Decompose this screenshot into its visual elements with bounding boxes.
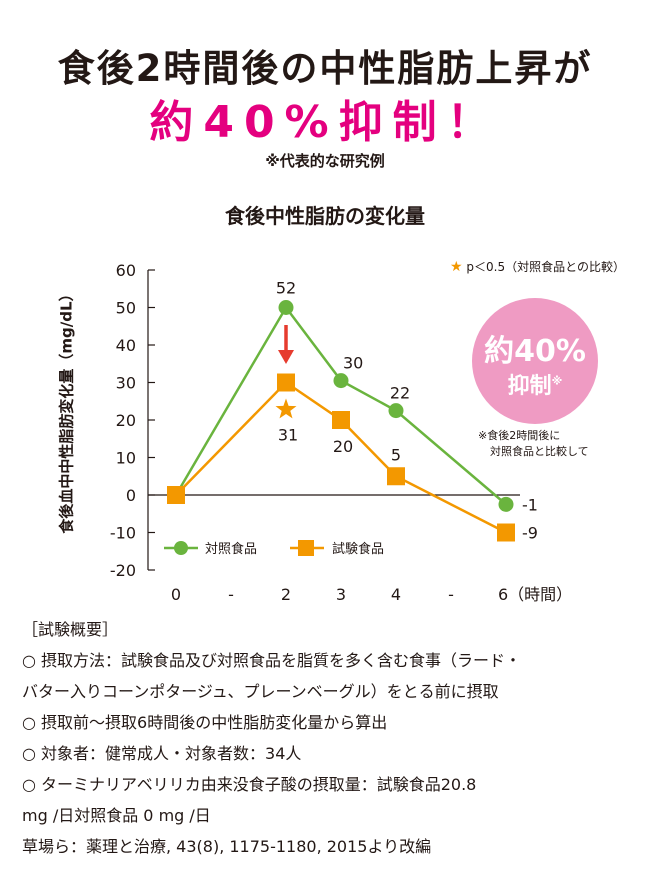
significance-note: ★ p＜0.5（対照食品との比較）	[450, 258, 625, 275]
series-line-1	[175, 380, 507, 534]
x-tick-label: 0	[171, 585, 181, 604]
study-summary-line: ○ ターミナリアベリリカ由来没食子酸の摂取量：試験食品20.8	[22, 775, 477, 794]
star-icon: ★	[450, 259, 463, 275]
control-label: 52	[276, 279, 296, 298]
x-tick-label: 3	[336, 585, 346, 604]
legend-layer: 対照食品 試験食品	[164, 540, 384, 557]
headline-line-1: 食後2時間後の中性脂肪上昇が	[57, 47, 593, 90]
chart-title: 食後中性脂肪の変化量	[225, 204, 425, 228]
legend-test-marker	[298, 540, 314, 556]
legend-control-marker	[174, 541, 188, 555]
reduction-badge: 約40% 抑制※	[472, 298, 598, 424]
study-summary: ［試験概要］ ○ 摂取方法：試験食品及び対照食品を脂質を多く含む食事（ラード・ …	[22, 614, 632, 862]
control-label: -1	[522, 495, 538, 514]
down-arrow-head-icon	[278, 350, 294, 364]
x-tick-label: 4	[391, 585, 401, 604]
test-label: 5	[391, 445, 401, 464]
x-tick-label: -	[448, 585, 454, 604]
badge-percentage: 約40%	[484, 334, 586, 369]
series-layer	[167, 300, 515, 542]
badge-suppression-text: 抑制	[507, 374, 552, 399]
control-point	[278, 300, 294, 315]
study-summary-line: バター入りコーンポタージュ、プレーンベーグル）をとる前に摂取	[22, 682, 499, 701]
test-label: 20	[333, 437, 353, 456]
test-point	[277, 373, 295, 392]
test-point	[497, 523, 515, 542]
control-point	[498, 496, 514, 512]
legend-control-label: 対照食品	[205, 541, 257, 557]
y-tick-label: 40	[116, 336, 136, 355]
y-tick-label: 20	[116, 411, 136, 430]
badge-footnote-line-2: 対照食品と比較して	[490, 445, 589, 458]
significance-note-text: p＜0.5（対照食品との比較）	[466, 260, 625, 274]
legend-test-label: 試験食品	[332, 541, 384, 557]
test-label: -9	[522, 524, 538, 543]
label-layer: 52 30 22 -1 31 20 5 -9	[275, 279, 538, 543]
badge-footnote: ※食後2時間後に 対照食品と比較して	[478, 428, 589, 460]
y-tick-label: 60	[116, 261, 136, 280]
study-summary-line: ○ 摂取方法：試験食品及び対照食品を脂質を多く含む食事（ラード・	[22, 651, 522, 670]
test-label: 31	[278, 426, 298, 445]
x-tick-label: 2	[281, 585, 291, 604]
y-tick-label: 10	[116, 449, 136, 468]
series-line-0	[174, 305, 507, 506]
x-tick-label: 6（時間）	[498, 585, 572, 604]
test-point	[332, 411, 350, 429]
test-point	[167, 486, 185, 504]
control-point	[333, 373, 349, 389]
study-summary-line: ○ 対象者：健常成人・対象者数：34人	[22, 744, 302, 763]
y-tick-label: 30	[116, 374, 136, 393]
test-point	[387, 467, 405, 486]
y-tick-label: 0	[126, 486, 136, 505]
badge-mark: ※	[551, 374, 563, 388]
significance-star-icon	[275, 398, 297, 419]
study-summary-line: ○ 摂取前〜摂取6時間後の中性脂肪変化量から算出	[22, 713, 388, 732]
axes-layer: 60 50 40 30 20 10 0 -10 -20 0 - 2 3 4 - 6（時間）	[110, 261, 572, 604]
control-point	[388, 403, 404, 419]
x-tick-label: -	[228, 585, 234, 604]
control-label: 22	[390, 384, 410, 403]
study-summary-line: mg /日対照食品 0 mg /日	[22, 806, 211, 825]
control-label: 30	[343, 354, 363, 373]
y-tick-label: 50	[116, 299, 136, 318]
headline-line-2: 約40%抑制！	[149, 97, 501, 148]
study-summary-line: 草場ら：薬理と治療, 43(8), 1175-1180, 2015より改編	[22, 837, 432, 856]
representative-study-note: ※代表的な研究例	[265, 152, 385, 170]
badge-suppression: 抑制※	[472, 368, 598, 400]
line-chart: 60 50 40 30 20 10 0 -10 -20 0 - 2 3 4 - 6（時間） 52 30 22 -1 3…	[110, 261, 572, 604]
y-tick-label: -20	[110, 561, 136, 580]
y-tick-label: -10	[110, 524, 136, 543]
badge-footnote-line-1: ※食後2時間後に	[478, 429, 561, 442]
study-summary-line: ［試験概要］	[22, 620, 119, 639]
